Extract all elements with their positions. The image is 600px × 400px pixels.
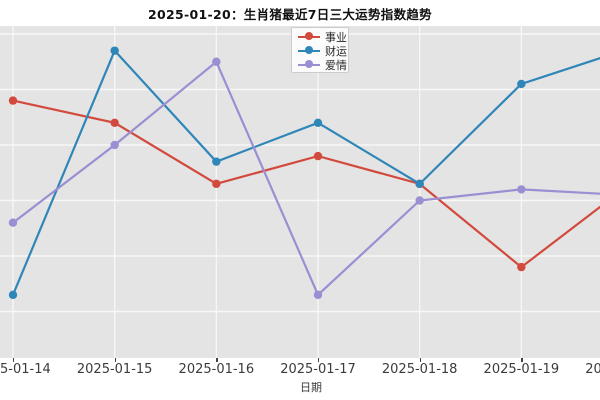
x-tick-mark — [114, 358, 116, 362]
legend-label-career: 事业 — [325, 31, 347, 44]
line-marker-icon — [298, 32, 320, 42]
legend-label-wealth: 财运 — [325, 45, 347, 58]
x-tick-label: 2025-01-16 — [178, 362, 255, 377]
x-tick-label: 2025-01-14 — [0, 362, 51, 377]
x-tick-mark — [419, 358, 421, 362]
legend-item-wealth: 财运 — [298, 44, 348, 58]
x-axis-label: 日期 — [300, 381, 322, 394]
x-tick-label: 2025-01-20 — [585, 362, 600, 377]
legend-label-love: 爱情 — [325, 59, 347, 72]
chart-title: 2025-01-20：生肖猪最近7日三大运势指数趋势 — [148, 7, 432, 22]
line-chart — [0, 26, 600, 358]
x-axis-ticks — [0, 358, 600, 362]
x-tick-mark — [318, 358, 320, 362]
x-tick-mark — [216, 358, 218, 362]
legend: 事业 财运 爱情 — [291, 27, 349, 73]
x-tick-label: 2025-01-15 — [76, 362, 153, 377]
legend-item-career: 事业 — [298, 30, 348, 44]
x-tick-mark — [13, 358, 15, 362]
x-tick-label: 2025-01-17 — [280, 362, 356, 377]
line-marker-icon — [298, 46, 320, 56]
legend-item-love: 爱情 — [298, 58, 348, 72]
x-tick-label: 2025-01-19 — [483, 362, 560, 377]
line-marker-icon — [298, 60, 320, 70]
plot-area: 事业 财运 爱情 — [0, 26, 600, 358]
x-axis-tick-labels: 2025-01-14 2025-01-15 2025-01-16 2025-01-17… — [0, 362, 600, 378]
x-tick-mark — [521, 358, 523, 362]
x-tick-label: 2025-01-18 — [381, 362, 458, 377]
